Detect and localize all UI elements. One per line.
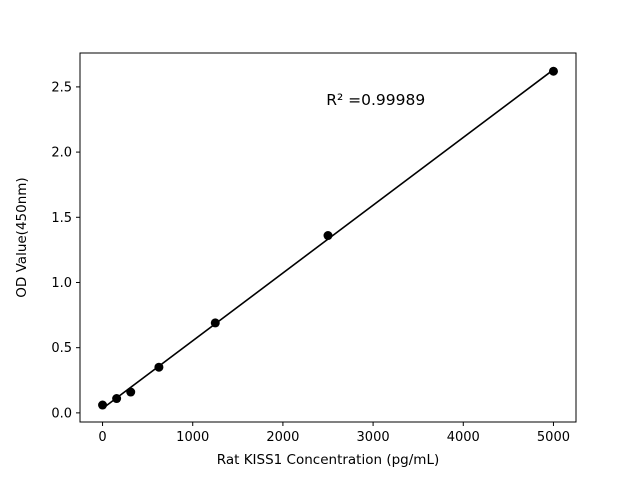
- data-point: [154, 362, 164, 372]
- data-point: [126, 387, 136, 397]
- y-tick-label: 0.0: [51, 406, 72, 421]
- data-point: [210, 318, 220, 328]
- axes-frame: [79, 52, 577, 423]
- y-axis-label: OD Value(450nm): [14, 177, 30, 297]
- x-tick-label: 5000: [537, 430, 570, 445]
- data-point: [323, 231, 333, 241]
- y-tick-label: 2.0: [51, 146, 72, 161]
- y-tick-label: 0.5: [51, 341, 72, 356]
- x-tick-label: 2000: [266, 430, 299, 445]
- x-tick-label: 4000: [447, 430, 480, 445]
- y-tick-label: 2.5: [51, 80, 72, 95]
- y-tick-label: 1.0: [51, 276, 72, 291]
- x-tick-label: 0: [98, 430, 106, 445]
- x-tick-label: 1000: [176, 430, 209, 445]
- data-point: [548, 66, 558, 76]
- data-point: [112, 394, 122, 404]
- r-squared-annotation: R² =0.99989: [326, 91, 425, 109]
- x-tick-label: 3000: [357, 430, 390, 445]
- x-axis-label: Rat KISS1 Concentration (pg/mL): [217, 452, 439, 468]
- data-point: [98, 400, 108, 410]
- y-tick-label: 1.5: [51, 211, 72, 226]
